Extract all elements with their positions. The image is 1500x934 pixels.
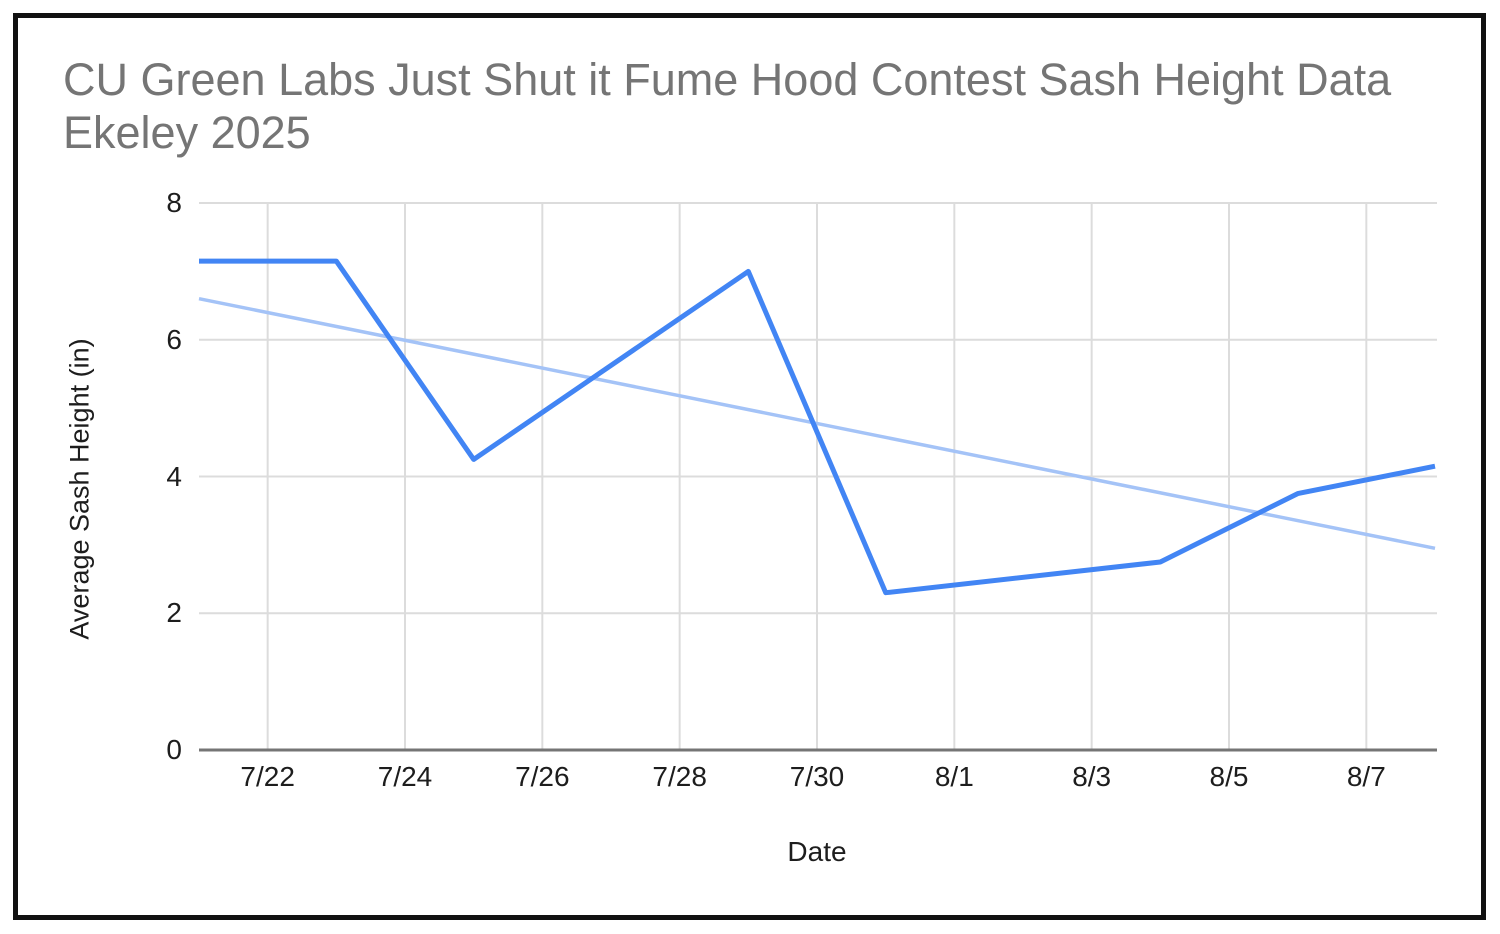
x-tick-label: 8/3	[1072, 761, 1112, 792]
y-tick-label: 6	[166, 323, 182, 355]
y-tick-label: 0	[166, 734, 182, 765]
x-tick-label: 8/5	[1209, 761, 1249, 792]
x-tick-label: 7/28	[652, 761, 707, 792]
y-tick-label: 8	[166, 187, 182, 218]
trendline	[198, 296, 1436, 551]
chart-title: CU Green Labs Just Shut it Fume Hood Con…	[63, 54, 1392, 159]
x-tick-label: 7/30	[789, 761, 845, 792]
y-tick-label: 4	[166, 460, 182, 492]
x-tick-label: 8/7	[1346, 761, 1386, 792]
series-line-average_sash_height	[199, 258, 1436, 596]
x-tick-label: 7/26	[515, 761, 570, 792]
x-tick-label: 7/22	[240, 761, 295, 792]
x-axis-title: Date	[787, 836, 847, 867]
x-tick-label: 8/1	[934, 761, 974, 792]
y-axis-title: Average Sash Height (in)	[64, 338, 95, 640]
y-tick-label: 2	[166, 597, 182, 629]
x-tick-label: 7/24	[377, 761, 433, 792]
